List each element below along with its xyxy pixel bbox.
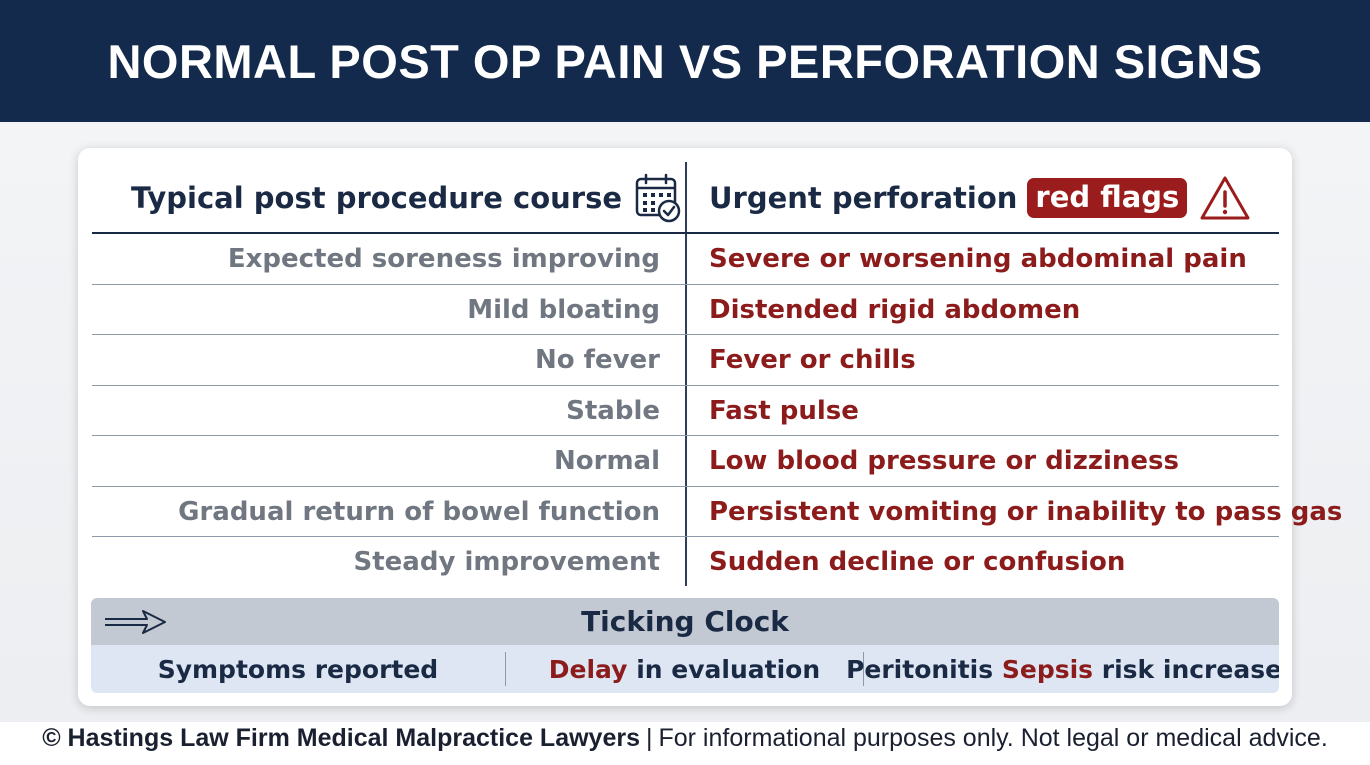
red-flags-badge: red flags (1027, 178, 1188, 218)
table-row: Gradual return of bowel function Persist… (92, 487, 1342, 537)
normal-sign: Gradual return of bowel function (178, 496, 660, 527)
normal-sign: Expected soreness improving (227, 244, 660, 275)
table-row: Normal Low blood pressure or dizziness (92, 436, 1279, 487)
normal-sign: Stable (566, 395, 660, 426)
normal-sign: Normal (554, 446, 660, 477)
left-column-header: Typical post procedure course (92, 162, 682, 234)
table-row: Steady improvement Sudden decline or con… (92, 537, 1279, 588)
normal-sign: Steady improvement (353, 547, 661, 578)
left-column-heading: Typical post procedure course (131, 181, 622, 215)
red-flag-sign: Fast pulse (709, 395, 859, 426)
table-row: Mild bloating Distended rigid abdomen (92, 285, 1279, 335)
normal-sign: No fever (534, 345, 660, 376)
footer: © Hastings Law Firm Medical Malpractice … (0, 718, 1370, 758)
red-flag-sign: Persistent vomiting or inability to pass… (709, 496, 1343, 527)
stage-emphasis: Delay (548, 654, 628, 684)
arrow-right-icon (105, 610, 166, 634)
row-divider (92, 485, 1279, 487)
red-flag-sign: Fever or chills (709, 345, 916, 376)
ticking-clock-title: Ticking Clock (581, 605, 789, 638)
row-divider (92, 536, 1279, 537)
right-column-header: Urgent perforation red flags (709, 162, 1269, 234)
stage-label: risk increases (1101, 654, 1279, 684)
stage-label: in evaluation (636, 654, 821, 684)
stage-separator (504, 652, 506, 686)
header-rule (92, 232, 1279, 234)
disclaimer: For informational purposes only. Not leg… (658, 723, 1328, 752)
normal-sign: Mild bloating (467, 294, 660, 325)
stage-sepsis-risk: Peritonitis Sepsis risk increases (846, 645, 1279, 693)
page-title: NORMAL POST OP PAIN VS PERFORATION SIGNS (107, 34, 1263, 88)
table-row: No fever Fever or chills (92, 335, 1279, 386)
header-banner: NORMAL POST OP PAIN VS PERFORATION SIGNS (0, 0, 1370, 122)
footer-separator: | (645, 723, 653, 752)
row-divider (92, 384, 1279, 386)
stage-separator (863, 652, 864, 686)
stage-symptoms-reported: Symptoms reported (91, 645, 505, 693)
ticking-clock-panel: Ticking Clock Symptoms reported Delay in… (91, 598, 1279, 693)
row-divider (92, 283, 1279, 285)
red-flag-sign: Low blood pressure or dizziness (709, 446, 1179, 477)
column-divider (685, 162, 687, 586)
red-flag-sign: Distended rigid abdomen (709, 294, 1081, 325)
stage-label: Peritonitis (846, 654, 994, 684)
table-row: Expected soreness improving Severe or wo… (92, 234, 1279, 285)
stage-delay-in-evaluation: Delay in evaluation (506, 645, 863, 693)
firm-credit: © Hastings Law Firm Medical Malpractice … (42, 723, 640, 752)
comparison-rows: Expected soreness improving Severe or wo… (92, 234, 1342, 588)
table-row: Stable Fast pulse (92, 386, 1279, 436)
stage-emphasis: Sepsis (1001, 654, 1094, 684)
calendar-check-icon (635, 173, 681, 223)
row-divider (92, 435, 1279, 436)
stage-label: Symptoms reported (157, 654, 439, 684)
red-flag-sign: Sudden decline or confusion (709, 547, 1126, 578)
warning-triangle-icon (1200, 176, 1250, 220)
row-divider (92, 334, 1279, 335)
ticking-clock-header: Ticking Clock (91, 598, 1279, 645)
timeline-stages: Symptoms reported Delay in evaluation Pe… (91, 645, 1279, 693)
right-column-heading: Urgent perforation (709, 181, 1018, 215)
comparison-card: Typical post procedure course Urgent per… (78, 148, 1342, 706)
red-flag-sign: Severe or worsening abdominal pain (709, 244, 1247, 275)
